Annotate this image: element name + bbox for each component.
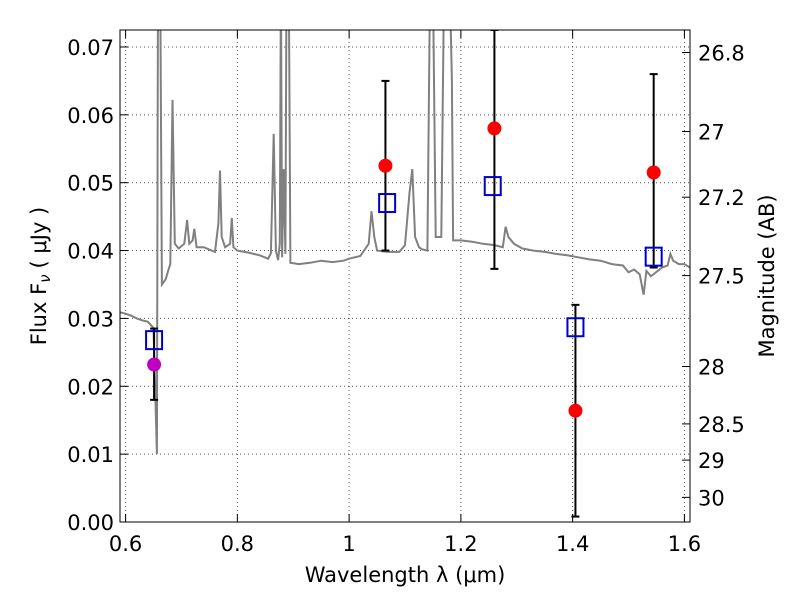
y-tick-label: 0.06 <box>67 104 114 128</box>
y-axis-label-sub: ν <box>36 274 54 282</box>
photometry-point <box>487 121 502 136</box>
y-axis-label-main: Flux F <box>27 283 51 345</box>
y-axis-label: Flux Fν ( μJy ) <box>27 207 54 346</box>
y-tick-label: 0.01 <box>67 443 114 467</box>
right-tick-label: 27.2 <box>698 186 745 210</box>
grid <box>120 30 690 523</box>
y-tick-label: 0.02 <box>67 375 114 399</box>
right-tick-label: 28 <box>698 356 725 380</box>
error-bars <box>150 30 658 518</box>
right-tick-label: 30 <box>698 486 725 510</box>
y-tick-label: 0.00 <box>67 511 114 535</box>
model-photometry-square <box>483 176 502 197</box>
right-tick-label: 27 <box>698 120 725 144</box>
plot-frame <box>119 29 691 523</box>
y-axis-right-label: Magnitude (AB) <box>755 194 779 357</box>
y-axis-label-unit: ( μJy ) <box>27 207 51 269</box>
x-tick-label: 0.8 <box>221 532 254 556</box>
y-tick-label: 0.03 <box>67 307 114 331</box>
y-axis-right: 26.8 27 27.2 27.5 28 28.5 29 30 <box>682 42 745 510</box>
x-tick-label: 1.2 <box>444 532 477 556</box>
right-tick-label: 26.8 <box>698 42 745 66</box>
right-tick-label: 28.5 <box>698 413 745 437</box>
model-photometry-square <box>566 317 585 338</box>
y-tick-label: 0.04 <box>67 240 114 264</box>
photometry-point <box>568 403 583 418</box>
right-tick-label: 27.5 <box>698 265 745 289</box>
data-markers <box>145 121 663 418</box>
x-tick-label: 0.6 <box>109 532 142 556</box>
photometry-point <box>646 165 661 180</box>
x-axis: 0.6 0.8 1 1.2 1.4 1.6 <box>109 30 701 556</box>
y-axis-left: 0.00 0.01 0.02 0.03 0.04 0.05 0.06 0.07 <box>67 36 128 535</box>
y-tick-label: 0.07 <box>67 36 114 60</box>
photometry-point <box>378 158 393 173</box>
x-tick-label: 1.4 <box>556 532 589 556</box>
x-tick-label: 1.6 <box>668 532 701 556</box>
model-photometry-square <box>644 246 663 267</box>
plot-area <box>120 30 690 518</box>
x-tick-label: 1 <box>342 532 355 556</box>
model-spectrum-line <box>120 30 690 455</box>
model-photometry-square <box>378 193 397 214</box>
model-photometry-square <box>145 330 164 351</box>
y-tick-label: 0.05 <box>67 172 114 196</box>
x-axis-label: Wavelength λ (μm) <box>305 563 506 587</box>
right-tick-label: 29 <box>698 449 725 473</box>
photometry-point <box>147 357 162 372</box>
